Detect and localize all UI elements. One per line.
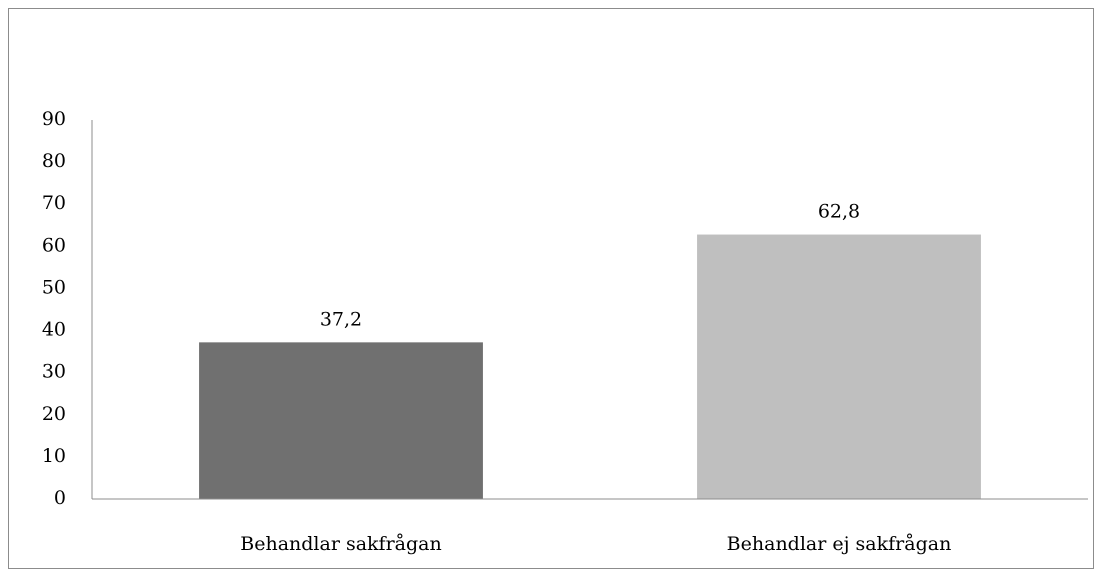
y-tick-label: 30 [42,361,66,383]
y-tick-label: 80 [42,150,66,172]
bar [199,342,483,499]
bar [697,234,981,499]
data-label: 37,2 [320,308,362,330]
y-tick-label: 50 [42,276,66,298]
x-tick-label: Behandlar sakfrågan [240,533,441,555]
y-tick-label: 70 [42,192,66,214]
y-tick-label: 40 [42,319,66,341]
y-tick-label: 90 [42,108,66,130]
y-tick-label: 60 [42,234,66,256]
data-label: 62,8 [818,201,860,223]
x-tick-label: Behandlar ej sakfrågan [727,533,952,555]
y-tick-label: 0 [54,487,66,509]
y-tick-label: 10 [42,445,66,467]
y-tick-label: 20 [42,403,66,425]
